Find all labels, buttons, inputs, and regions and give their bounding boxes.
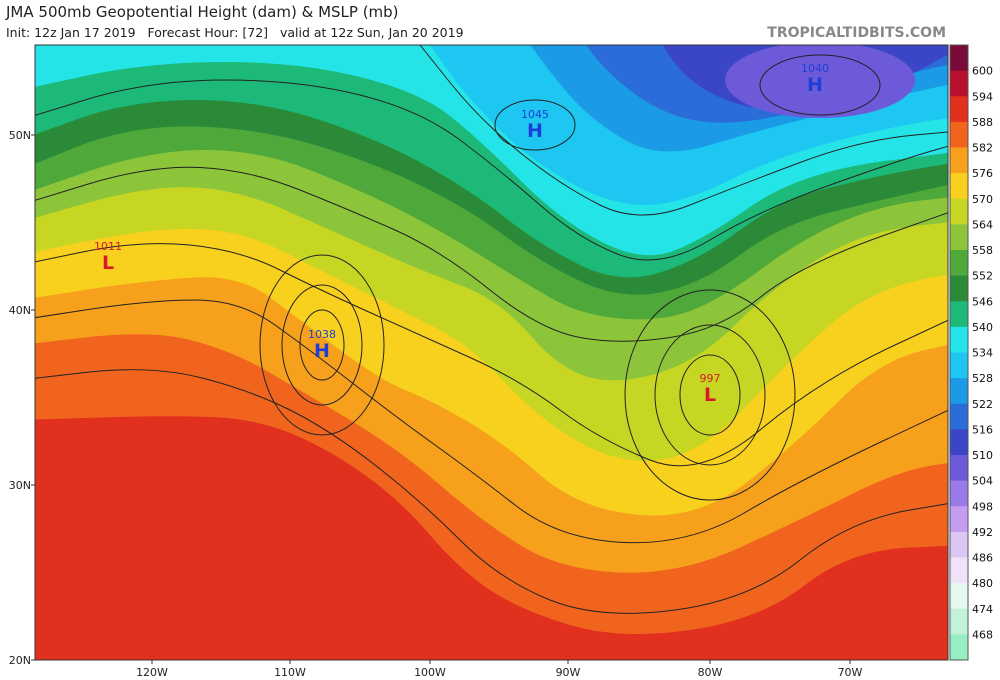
isobar [759, 54, 881, 116]
colorbar-swatch [950, 147, 968, 174]
center-letter: H [527, 120, 543, 142]
colorbar-swatch [950, 96, 968, 123]
colorbar-swatch [950, 557, 968, 584]
colorbar-label: 504 [972, 475, 993, 488]
colorbar-swatch [950, 634, 968, 661]
isobar [494, 99, 576, 151]
colorbar-swatch [950, 378, 968, 405]
colorbar-swatch [950, 583, 968, 610]
colorbar-label: 594 [972, 90, 993, 103]
height-band [725, 45, 915, 118]
colorbar-swatch [950, 250, 968, 277]
center-pressure: 1045 [521, 108, 549, 121]
lon-label: 110W [274, 666, 306, 679]
colorbar-label: 546 [972, 295, 993, 308]
colorbar-label: 510 [972, 449, 993, 462]
colorbar-label: 498 [972, 500, 993, 513]
lon-label: 80W [698, 666, 723, 679]
colorbar-swatch [950, 301, 968, 328]
center-pressure: 1038 [308, 328, 336, 341]
map [35, 45, 948, 660]
colorbar-label: 564 [972, 218, 993, 231]
colorbar-swatch [950, 429, 968, 456]
colorbar-label: 516 [972, 423, 993, 436]
colorbar-label: 474 [972, 603, 993, 616]
colorbar-swatch [950, 403, 968, 430]
colorbar-label: 534 [972, 347, 993, 360]
subtitle: Init: 12z Jan 17 2019 Forecast Hour: [72… [6, 25, 464, 40]
colorbar-swatch [950, 45, 968, 72]
lat-label: 20N [9, 654, 31, 667]
isobar [624, 289, 796, 501]
center-letter: H [314, 340, 330, 362]
colorbar-label: 468 [972, 628, 993, 641]
colorbar-swatch [950, 326, 968, 353]
center-pressure: 1011 [94, 240, 122, 253]
center-pressure: 1040 [801, 62, 829, 75]
lon-label: 70W [838, 666, 863, 679]
colorbar-swatch [950, 531, 968, 558]
colorbar-swatch [950, 224, 968, 251]
colorbar-swatch [950, 70, 968, 97]
lat-label: 50N [9, 129, 31, 142]
colorbar-swatch [950, 455, 968, 482]
colorbar-label: 486 [972, 552, 993, 565]
colorbar-swatch [950, 121, 968, 148]
credit: TROPICALTIDBITS.COM [767, 25, 946, 41]
colorbar-swatch [950, 198, 968, 225]
colorbar-swatch [950, 506, 968, 533]
map-frame [34, 44, 949, 661]
colorbar-label: 528 [972, 372, 993, 385]
lon-label: 100W [414, 666, 446, 679]
colorbar-swatch [950, 608, 968, 635]
center-letter: H [807, 74, 823, 96]
colorbar-label: 576 [972, 167, 993, 180]
colorbar-label: 600 [972, 65, 993, 78]
colorbar-label: 552 [972, 270, 993, 283]
colorbar-label: 522 [972, 398, 993, 411]
center-letter: L [102, 252, 114, 274]
lat-label: 40N [9, 304, 31, 317]
title: JMA 500mb Geopotential Height (dam) & MS… [5, 3, 399, 21]
isobar [299, 309, 345, 381]
isobar [679, 354, 741, 436]
contour-line [35, 166, 948, 342]
center-letter: L [704, 384, 716, 406]
colorbar-label: 558 [972, 244, 993, 257]
lat-label: 30N [9, 479, 31, 492]
colorbar-label: 540 [972, 321, 993, 334]
center-pressure: 997 [700, 372, 721, 385]
colorbar-swatch [950, 352, 968, 379]
contour-line [35, 299, 948, 544]
colorbar-label: 480 [972, 577, 993, 590]
isobar [654, 324, 766, 466]
colorbar-frame [949, 44, 969, 661]
colorbar-label: 582 [972, 142, 993, 155]
colorbar-label: 492 [972, 526, 993, 539]
isobar [281, 284, 363, 406]
contour-line [35, 79, 948, 261]
colorbar-label: 588 [972, 116, 993, 129]
lon-label: 120W [136, 666, 168, 679]
isobar [259, 254, 385, 436]
contour-line [35, 369, 948, 614]
lon-label: 90W [556, 666, 581, 679]
contour-line [35, 243, 948, 467]
colorbar-swatch [950, 275, 968, 302]
contour-line [419, 45, 948, 216]
colorbar-label: 570 [972, 193, 993, 206]
colorbar-swatch [950, 173, 968, 200]
colorbar-swatch [950, 480, 968, 507]
